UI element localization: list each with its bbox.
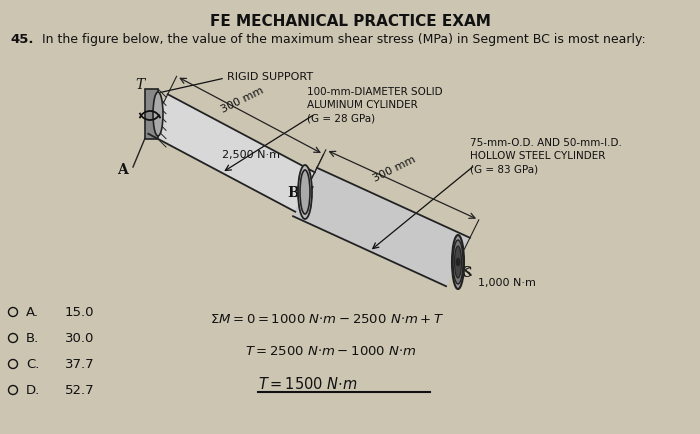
Ellipse shape — [153, 93, 163, 137]
Text: 30.0: 30.0 — [65, 332, 94, 345]
Text: A.: A. — [26, 306, 39, 319]
Text: 45.: 45. — [10, 33, 34, 46]
Text: RIGID SUPPORT: RIGID SUPPORT — [227, 72, 313, 82]
Text: 100-mm-DIAMETER SOLID
ALUMINUM CYLINDER
(G = 28 GPa): 100-mm-DIAMETER SOLID ALUMINUM CYLINDER … — [307, 87, 442, 123]
Text: D.: D. — [26, 384, 41, 397]
Text: A: A — [118, 163, 128, 177]
Text: $\Sigma M=0=1000\ N{\cdot}m - 2500\ N{\cdot}m + T$: $\Sigma M=0=1000\ N{\cdot}m - 2500\ N{\c… — [210, 313, 444, 326]
Text: $T = 2500\ N{\cdot}m - 1000\ N{\cdot}m$: $T = 2500\ N{\cdot}m - 1000\ N{\cdot}m$ — [245, 345, 416, 358]
Ellipse shape — [298, 166, 312, 220]
Ellipse shape — [454, 247, 461, 278]
Text: FE MECHANICAL PRACTICE EXAM: FE MECHANICAL PRACTICE EXAM — [209, 14, 491, 29]
Text: C.: C. — [26, 358, 39, 371]
Text: 2,500 N·m: 2,500 N·m — [222, 150, 280, 160]
Polygon shape — [145, 90, 158, 140]
Text: 300 mm: 300 mm — [219, 85, 265, 114]
Ellipse shape — [452, 236, 464, 289]
Text: B: B — [288, 186, 300, 200]
Text: C: C — [461, 266, 472, 279]
Text: T: T — [135, 78, 145, 92]
Text: 52.7: 52.7 — [65, 384, 94, 397]
Text: 75-mm-O.D. AND 50-mm-I.D.
HOLLOW STEEL CYLINDER
(G = 83 GPa): 75-mm-O.D. AND 50-mm-I.D. HOLLOW STEEL C… — [470, 138, 622, 174]
Text: B.: B. — [26, 332, 39, 345]
Ellipse shape — [300, 171, 310, 214]
Text: 300 mm: 300 mm — [371, 154, 417, 184]
Text: 15.0: 15.0 — [65, 306, 94, 319]
Polygon shape — [293, 168, 470, 286]
Text: In the figure below, the value of the maximum shear stress (MPa) in Segment BC i: In the figure below, the value of the ma… — [42, 33, 645, 46]
Text: 37.7: 37.7 — [65, 358, 94, 371]
Text: 1,000 N·m: 1,000 N·m — [478, 277, 536, 287]
Text: $T = 1500\ N{\cdot}m$: $T = 1500\ N{\cdot}m$ — [258, 375, 358, 391]
Ellipse shape — [453, 240, 463, 284]
Polygon shape — [148, 95, 315, 212]
Ellipse shape — [456, 258, 460, 266]
